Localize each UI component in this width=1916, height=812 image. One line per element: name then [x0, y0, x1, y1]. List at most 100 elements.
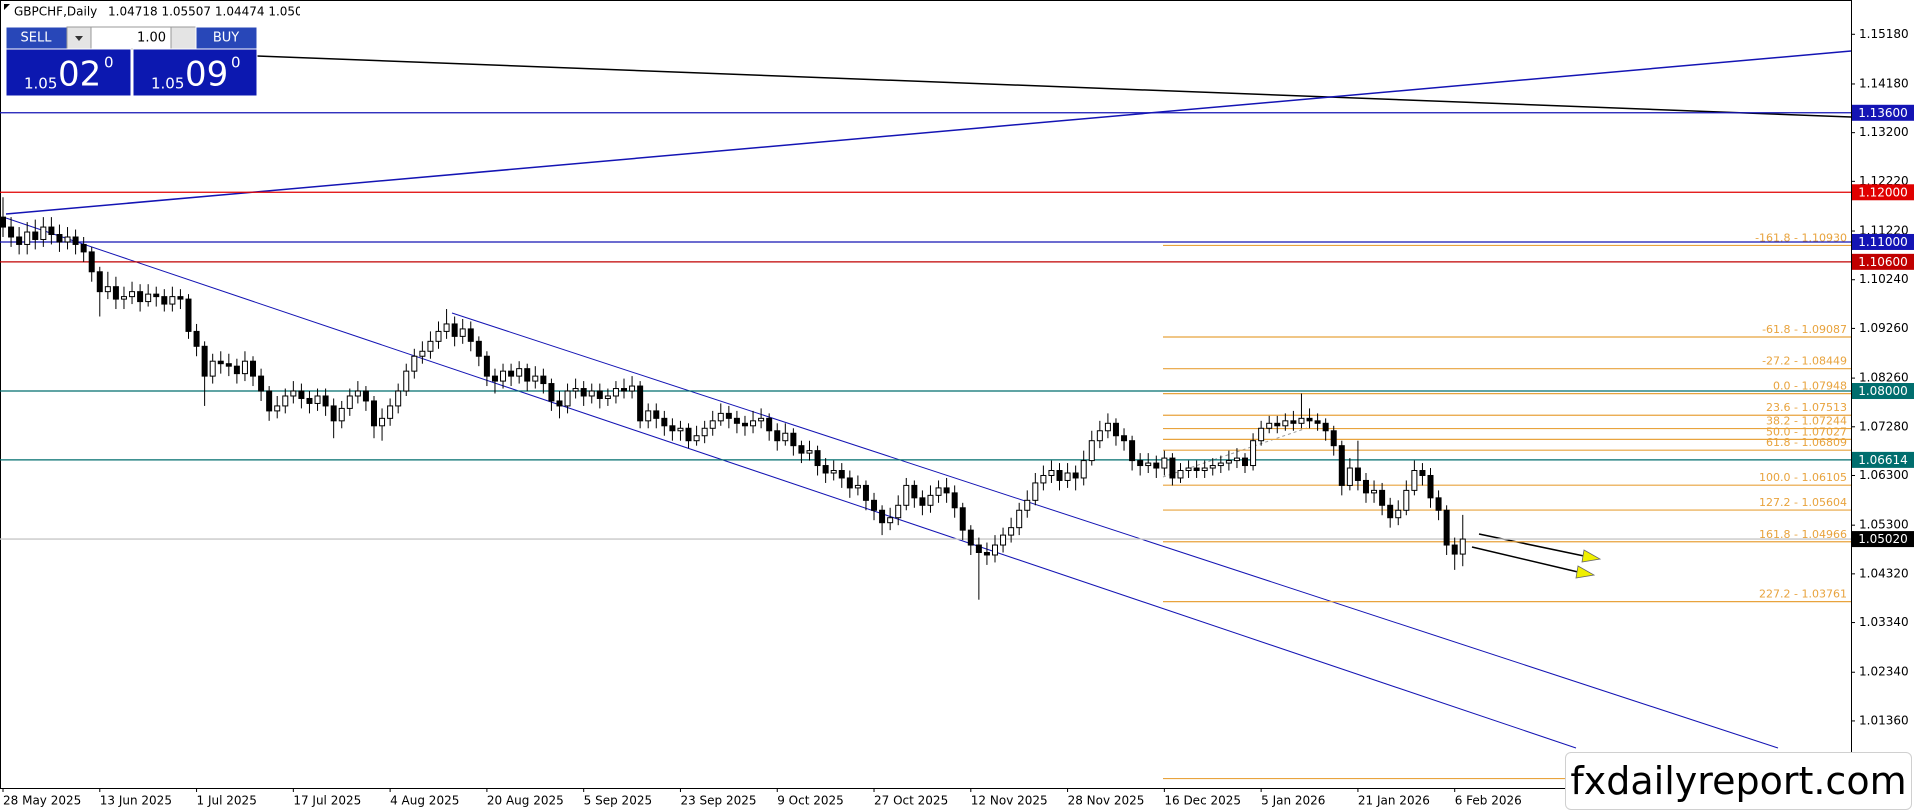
- candle-body: [1016, 509, 1023, 529]
- candle-body: [1121, 435, 1128, 442]
- watermark-logo: fxdailyreport.com: [1565, 752, 1912, 810]
- candle-body: [717, 412, 724, 422]
- candle-body: [1395, 509, 1402, 519]
- candle-body: [250, 360, 257, 377]
- candle-body: [733, 417, 740, 424]
- candle-body: [1330, 430, 1337, 447]
- candle-body: [354, 390, 361, 397]
- candle-body: [362, 390, 369, 402]
- candle-body: [903, 484, 910, 506]
- candle-body: [887, 517, 894, 524]
- candle-body: [1040, 474, 1047, 484]
- candle-body: [774, 430, 781, 442]
- ask-box[interactable]: [132, 48, 258, 97]
- candle-body: [338, 407, 345, 422]
- candle-body: [1306, 417, 1313, 422]
- candle-body: [1112, 422, 1119, 437]
- candle-body: [532, 375, 539, 382]
- candle-body: [862, 484, 869, 501]
- candle-body: [443, 323, 450, 332]
- arrow-head: [1575, 565, 1596, 579]
- candle-body: [1072, 472, 1079, 479]
- candle-body: [927, 494, 934, 506]
- candle-body: [258, 375, 265, 392]
- candle-body: [185, 298, 192, 332]
- x-tick-label: 28 May 2025: [3, 794, 81, 808]
- candle-body: [645, 410, 652, 422]
- fib-label: 0.0 - 1.07948: [1773, 380, 1847, 393]
- candle-body: [1225, 460, 1232, 464]
- candle-body: [459, 328, 466, 337]
- x-tick-label: 28 Nov 2025: [1068, 794, 1145, 808]
- price-label-box: [1852, 104, 1914, 121]
- candle-body: [741, 422, 748, 427]
- candle-body: [1379, 489, 1386, 506]
- x-tick-label: 23 Sep 2025: [680, 794, 756, 808]
- candle-body: [685, 427, 692, 442]
- candle-body: [1104, 422, 1111, 432]
- candle-body: [282, 395, 289, 407]
- trend-line: [5, 50, 1852, 215]
- candle-body: [56, 234, 63, 243]
- x-tick-label: 13 Jun 2025: [100, 794, 172, 808]
- candle-body: [48, 226, 55, 236]
- price-label: 1.12000: [1858, 185, 1908, 199]
- arrow-line: [1471, 546, 1579, 573]
- plot-frame: [0, 0, 1852, 789]
- candle-body: [8, 226, 15, 238]
- candle-body: [104, 286, 111, 293]
- candle-body: [750, 420, 757, 427]
- y-tick-label: 1.08260: [1859, 371, 1909, 385]
- candle-body: [1338, 445, 1345, 486]
- candle-body: [266, 390, 273, 412]
- candle-body: [1419, 470, 1426, 476]
- candle-body: [1088, 440, 1095, 462]
- candle-body: [693, 435, 700, 442]
- candle-body: [822, 465, 829, 474]
- ask-point: 0: [231, 54, 241, 72]
- candle-body: [1177, 470, 1184, 479]
- candle-body: [1258, 427, 1265, 442]
- candle-body: [411, 355, 418, 372]
- candle-body: [274, 405, 281, 412]
- price-label: 1.11000: [1858, 235, 1908, 249]
- candle-body: [508, 370, 515, 377]
- candle-body: [346, 395, 353, 409]
- candle-body: [596, 390, 603, 399]
- header-icon: [4, 4, 10, 10]
- candle-body: [370, 400, 377, 427]
- candle-body: [1080, 460, 1087, 479]
- fib-label: 61.8 - 1.06809: [1766, 436, 1847, 449]
- bid-box[interactable]: [5, 48, 132, 97]
- ask-big: 1.05: [151, 75, 184, 93]
- candle-body: [1145, 462, 1152, 467]
- candle-body: [1298, 417, 1305, 424]
- candle-body: [1443, 509, 1450, 546]
- candle-body: [967, 529, 974, 546]
- candle-body: [1371, 489, 1378, 494]
- candle-body: [1217, 462, 1224, 467]
- candle-body: [500, 370, 507, 382]
- candle-body: [1346, 467, 1353, 486]
- candle-body: [1459, 538, 1466, 555]
- candle-body: [1024, 499, 1031, 511]
- candle-body: [588, 390, 595, 397]
- ohlc-label: 1.04718 1.05507 1.04474 1.05020: [108, 5, 300, 19]
- fib-label: -61.8 - 1.09087: [1762, 323, 1847, 336]
- channel-line: [5, 217, 1577, 749]
- candle-body: [1282, 420, 1289, 427]
- candle-body: [88, 251, 95, 273]
- candle-body: [669, 425, 676, 432]
- candle-body: [1322, 422, 1329, 432]
- candle-body: [153, 293, 160, 298]
- candle-body: [766, 417, 773, 432]
- lot-spin[interactable]: [170, 26, 197, 50]
- y-tick-label: 1.01360: [1859, 713, 1909, 727]
- candle-body: [1161, 457, 1168, 469]
- candle-body: [290, 390, 297, 397]
- price-label: 1.08000: [1858, 384, 1908, 398]
- price-label-box: [1852, 383, 1914, 400]
- candle-body: [435, 330, 442, 342]
